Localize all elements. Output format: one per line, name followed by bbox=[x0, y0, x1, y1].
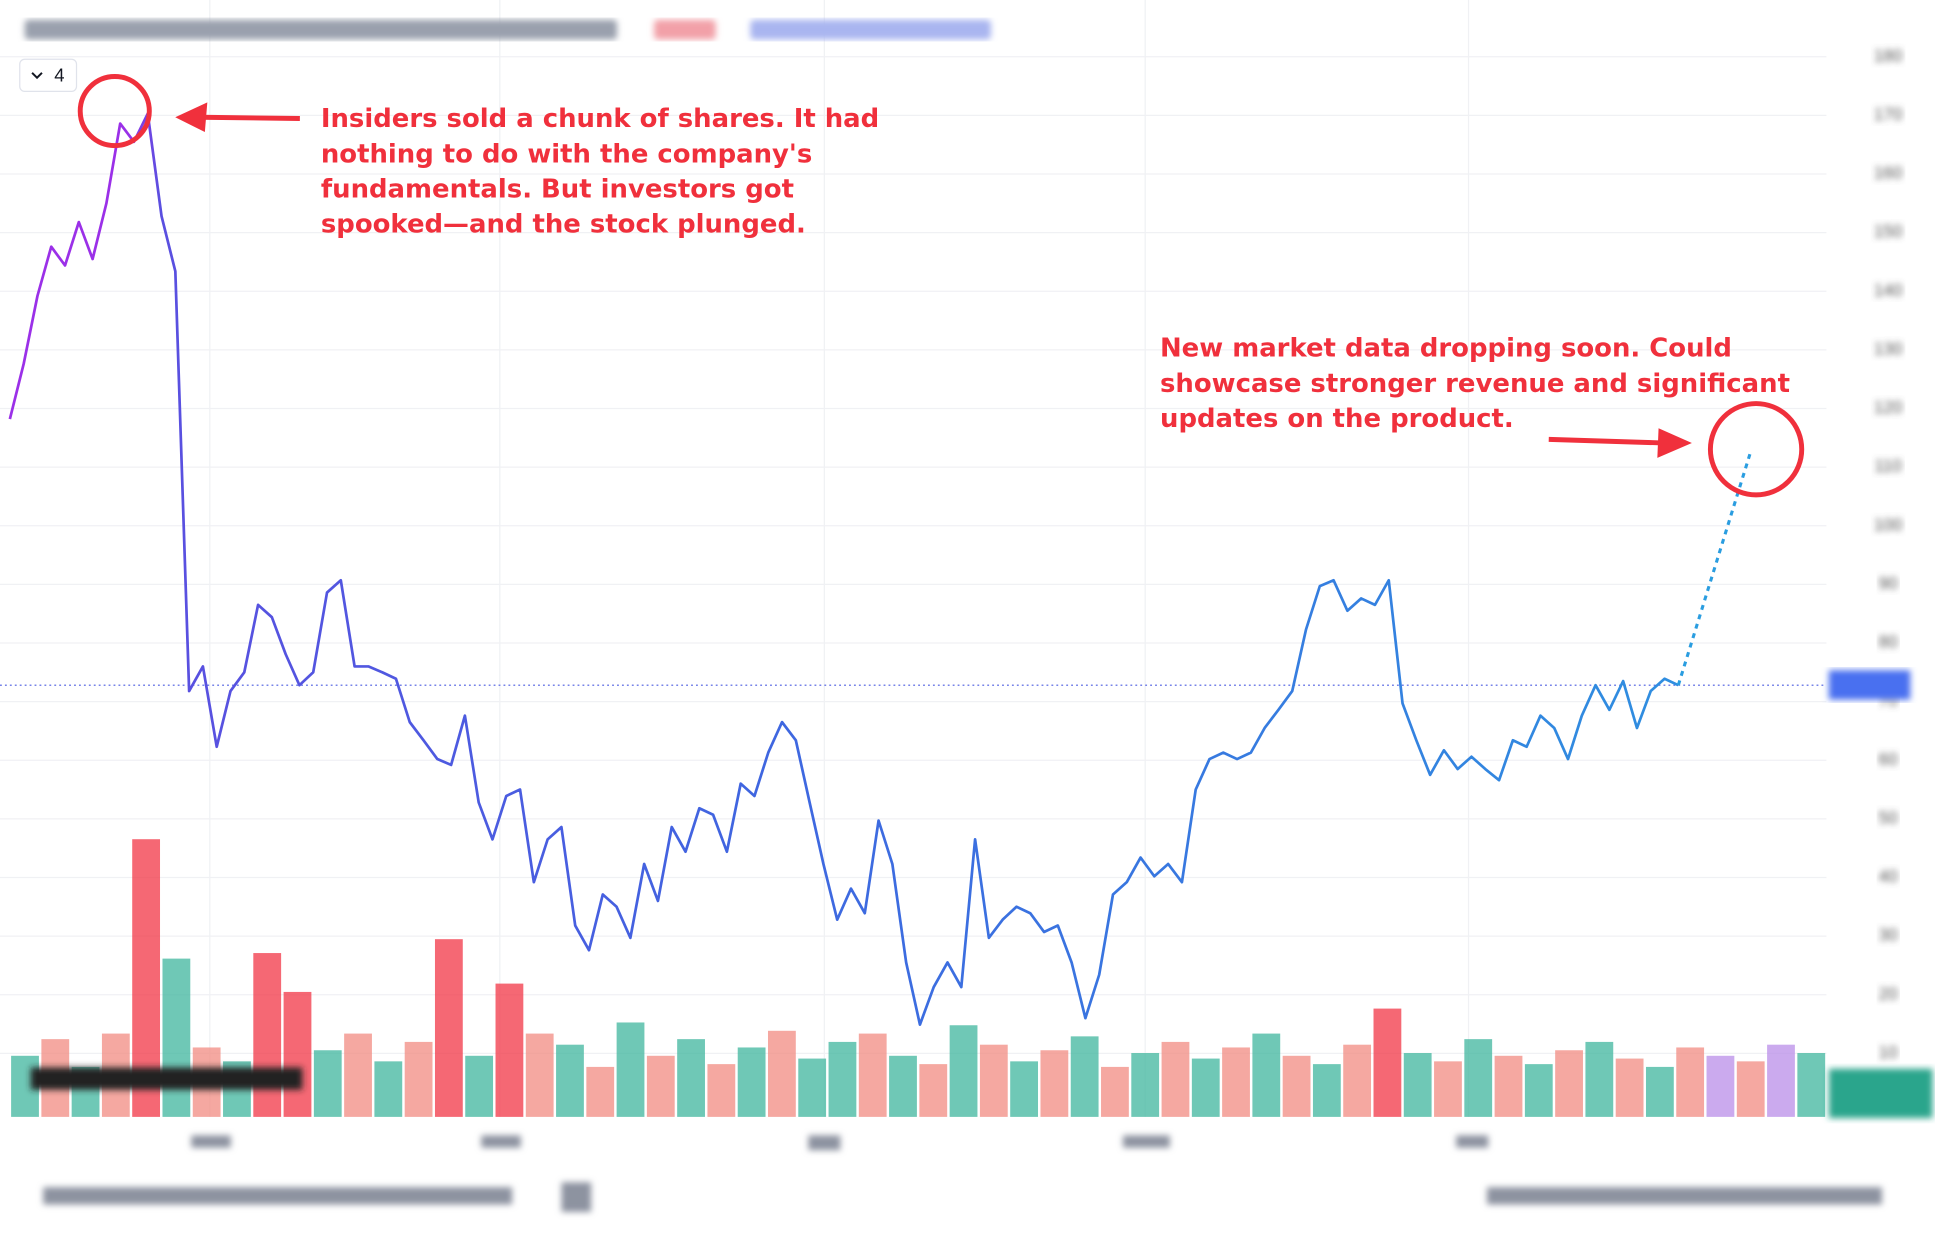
volume-bar bbox=[1131, 1053, 1160, 1117]
volume-bar bbox=[707, 1064, 736, 1117]
volume-bar bbox=[1676, 1047, 1705, 1117]
y-tick-label: 110 bbox=[1874, 456, 1902, 476]
volume-bar bbox=[949, 1025, 978, 1117]
interval-dropdown[interactable]: 4 bbox=[19, 58, 78, 92]
volume-bar bbox=[1464, 1039, 1493, 1117]
volume-bar bbox=[525, 1033, 554, 1117]
header-blurred bbox=[24, 19, 991, 40]
volume-bar bbox=[1736, 1061, 1765, 1117]
volume-bar bbox=[767, 1030, 796, 1117]
volume-bar bbox=[737, 1047, 766, 1117]
volume-bar bbox=[1222, 1047, 1250, 1117]
volume-bar bbox=[858, 1033, 887, 1117]
volume-bar bbox=[283, 991, 312, 1117]
y-tick-label: 180 bbox=[1874, 45, 1903, 65]
volume-bar bbox=[1434, 1061, 1462, 1117]
y-tick-label: 120 bbox=[1874, 397, 1903, 417]
volume-bar bbox=[344, 1033, 372, 1117]
y-tick-label: 20 bbox=[1878, 983, 1897, 1003]
volume-bar bbox=[434, 939, 463, 1117]
volume-bar bbox=[586, 1066, 615, 1117]
volume-bar bbox=[646, 1055, 675, 1117]
volume-bar bbox=[1282, 1055, 1311, 1117]
y-tick-label: 60 bbox=[1878, 749, 1897, 769]
v-grid bbox=[209, 0, 1470, 1117]
y-tick-label: 150 bbox=[1874, 221, 1903, 241]
y-tick-label: 160 bbox=[1874, 163, 1903, 183]
y-tick-label: 170 bbox=[1874, 104, 1903, 124]
volume-bar bbox=[1555, 1050, 1583, 1117]
volume-bar bbox=[1767, 1044, 1795, 1117]
volume-bar bbox=[1403, 1053, 1432, 1117]
volume-bar bbox=[1252, 1033, 1281, 1117]
y-tick-label: 10 bbox=[1878, 1042, 1897, 1062]
volume-bar bbox=[465, 1055, 494, 1117]
y-tick-label: 30 bbox=[1878, 925, 1897, 945]
y-tick-label: 80 bbox=[1878, 632, 1897, 652]
volume-bar bbox=[1645, 1066, 1674, 1117]
volume-bar bbox=[1615, 1058, 1644, 1117]
volume-bar bbox=[1524, 1064, 1553, 1117]
volume-bar bbox=[495, 983, 524, 1117]
volume-bar bbox=[1494, 1055, 1523, 1117]
annotation-line: Insiders sold a chunk of shares. It had bbox=[321, 104, 879, 134]
annotations: Insiders sold a chunk of shares. It had n… bbox=[321, 104, 1790, 434]
arrowheads bbox=[175, 102, 1692, 458]
annotation-line: spooked—and the stock plunged. bbox=[321, 210, 806, 240]
volume-bar bbox=[1040, 1050, 1069, 1117]
volume-bar bbox=[1010, 1061, 1039, 1117]
volume-bar bbox=[798, 1058, 827, 1117]
volume-bar bbox=[1706, 1055, 1735, 1117]
y-tick-label: 140 bbox=[1874, 280, 1903, 300]
dropdown-box[interactable] bbox=[19, 58, 78, 92]
volume-bar bbox=[253, 953, 282, 1117]
volume-bar bbox=[616, 1022, 645, 1117]
volume-bar bbox=[1343, 1044, 1372, 1117]
y-tick-label: 100 bbox=[1874, 514, 1903, 534]
volume-label bbox=[1828, 1068, 1933, 1119]
y-tick-label: 50 bbox=[1878, 807, 1897, 827]
annotation-line: New market data dropping soon. Could bbox=[1160, 334, 1732, 364]
annotation-line: showcase stronger revenue and significan… bbox=[1160, 369, 1790, 399]
volume-bar bbox=[1161, 1041, 1190, 1117]
volume-bar bbox=[556, 1044, 584, 1117]
volume-bar bbox=[162, 958, 191, 1117]
volume-bar bbox=[1101, 1066, 1129, 1117]
volume-bar bbox=[979, 1044, 1008, 1117]
volume-bar bbox=[1191, 1058, 1220, 1117]
x-axis-blurred bbox=[30, 1067, 1882, 1212]
volume-bar bbox=[374, 1061, 403, 1117]
volume-bar bbox=[889, 1055, 917, 1117]
volume-bar bbox=[1797, 1053, 1826, 1117]
price-label bbox=[1828, 670, 1911, 700]
volume-bar bbox=[1585, 1041, 1614, 1117]
volume-bar bbox=[404, 1041, 433, 1117]
volume-bar bbox=[1312, 1064, 1341, 1117]
annotation-shapes bbox=[77, 74, 1805, 498]
volume-bar bbox=[919, 1064, 948, 1117]
volume-bar bbox=[1373, 1008, 1402, 1117]
y-tick-label: 90 bbox=[1878, 573, 1897, 593]
annotation-line: nothing to do with the company's bbox=[321, 139, 812, 169]
volume-bar bbox=[828, 1041, 857, 1117]
interval[interactable]: 4 bbox=[54, 64, 64, 85]
chevron bbox=[31, 72, 43, 80]
annotation-line: updates on the product. bbox=[1160, 404, 1514, 434]
y-tick-label: 40 bbox=[1878, 866, 1897, 886]
volume-bar bbox=[313, 1050, 342, 1117]
y-tick-label: 130 bbox=[1874, 338, 1903, 358]
price-line bbox=[8, 112, 1679, 1026]
volume-bar bbox=[677, 1039, 705, 1117]
annotation-line: fundamentals. But investors got bbox=[321, 175, 794, 205]
volume-bar bbox=[1070, 1036, 1099, 1117]
